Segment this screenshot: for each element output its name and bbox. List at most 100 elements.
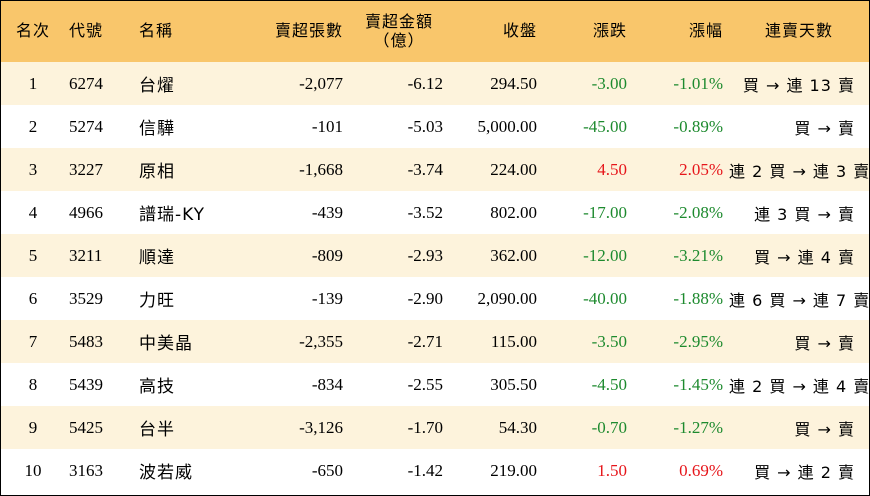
table-row[interactable]: 5 3211 順達 -809 -2.93 362.00 -12.00 -3.21% 買 → 連 … — [1, 234, 869, 277]
net-sell-amount-cell: -2.90 — [349, 277, 449, 320]
rank-cell: 5 — [1, 234, 65, 277]
stock-name-cell[interactable]: 台燿 — [129, 62, 239, 105]
net-sell-amount-cell: -3.52 — [349, 191, 449, 234]
table-row[interactable]: 2 5274 信驊 -101 -5.03 5,000.00 -45.00 -0.89% 買 → … — [1, 105, 869, 148]
change-cell: -12.00 — [543, 234, 633, 277]
net-sell-amount-cell: -2.93 — [349, 234, 449, 277]
header-name[interactable]: 名稱 — [129, 1, 239, 62]
streak-cell: 連 2 買 → 連 4 賣 — [729, 363, 869, 406]
stock-name-cell[interactable]: 中美晶 — [129, 320, 239, 363]
net-sell-volume-cell: -834 — [239, 363, 349, 406]
change-cell: -0.70 — [543, 406, 633, 449]
change-pct-cell: -3.21% — [633, 234, 729, 277]
net-sell-volume-cell: -2,355 — [239, 320, 349, 363]
stock-name-cell[interactable]: 原相 — [129, 148, 239, 191]
close-price-cell: 294.50 — [449, 62, 543, 105]
stock-code-cell: 3227 — [65, 148, 129, 191]
streak-cell: 連 6 買 → 連 7 賣 — [729, 277, 869, 320]
header-net-sell-amount-unit: （億） — [373, 30, 425, 50]
net-sell-volume-cell: -439 — [239, 191, 349, 234]
stock-code-cell: 5483 — [65, 320, 129, 363]
stock-code-cell: 3163 — [65, 449, 129, 492]
stock-code-cell: 3529 — [65, 277, 129, 320]
stock-name-cell[interactable]: 波若威 — [129, 449, 239, 492]
stock-code-cell: 5274 — [65, 105, 129, 148]
streak-cell: 買 → 賣 — [729, 105, 869, 148]
change-pct-cell: -1.01% — [633, 62, 729, 105]
stock-name-cell[interactable]: 順達 — [129, 234, 239, 277]
net-sell-amount-cell: -3.74 — [349, 148, 449, 191]
table-row[interactable]: 8 5439 高技 -834 -2.55 305.50 -4.50 -1.45% 連 2 買 →… — [1, 363, 869, 406]
stock-code-cell: 6274 — [65, 62, 129, 105]
table-row[interactable]: 9 5425 台半 -3,126 -1.70 54.30 -0.70 -1.27% 買 → 賣 — [1, 406, 869, 449]
rank-cell: 2 — [1, 105, 65, 148]
rank-cell: 1 — [1, 62, 65, 105]
close-price-cell: 305.50 — [449, 363, 543, 406]
rank-cell: 3 — [1, 148, 65, 191]
streak-cell: 買 → 連 13 賣 — [729, 62, 869, 105]
stock-code-cell: 4966 — [65, 191, 129, 234]
change-cell: -45.00 — [543, 105, 633, 148]
change-pct-cell: -2.95% — [633, 320, 729, 363]
header-net-sell-volume[interactable]: 賣超張數 — [239, 1, 349, 62]
rank-cell: 7 — [1, 320, 65, 363]
close-price-cell: 219.00 — [449, 449, 543, 492]
stock-name-cell[interactable]: 力旺 — [129, 277, 239, 320]
stock-code-cell: 3211 — [65, 234, 129, 277]
net-sell-amount-cell: -5.03 — [349, 105, 449, 148]
net-sell-volume-cell: -1,668 — [239, 148, 349, 191]
table-row[interactable]: 1 6274 台燿 -2,077 -6.12 294.50 -3.00 -1.01% 買 → 連… — [1, 62, 869, 105]
header-net-sell-amount[interactable]: 賣超金額 （億） — [349, 1, 449, 62]
stock-code-cell: 5439 — [65, 363, 129, 406]
stock-name-cell[interactable]: 高技 — [129, 363, 239, 406]
header-code[interactable]: 代號 — [65, 1, 129, 62]
header-rank[interactable]: 名次 — [1, 1, 65, 62]
table-row[interactable]: 6 3529 力旺 -139 -2.90 2,090.00 -40.00 -1.88% 連 6 … — [1, 277, 869, 320]
change-cell: -40.00 — [543, 277, 633, 320]
rank-cell: 6 — [1, 277, 65, 320]
streak-cell: 買 → 賣 — [729, 406, 869, 449]
net-sell-amount-cell: -1.70 — [349, 406, 449, 449]
stock-name-cell[interactable]: 台半 — [129, 406, 239, 449]
header-streak[interactable]: 連賣天數 — [729, 1, 869, 62]
change-pct-cell: -1.88% — [633, 277, 729, 320]
table-body: 1 6274 台燿 -2,077 -6.12 294.50 -3.00 -1.01% 買 → 連… — [1, 62, 869, 492]
net-sell-volume-cell: -2,077 — [239, 62, 349, 105]
stock-name-cell[interactable]: 信驊 — [129, 105, 239, 148]
net-sell-amount-cell: -1.42 — [349, 449, 449, 492]
close-price-cell: 362.00 — [449, 234, 543, 277]
table-header: 名次 代號 名稱 賣超張數 賣超金額 （億） 收盤 漲跌 漲幅 連賣天數 — [1, 1, 869, 62]
change-cell: -3.00 — [543, 62, 633, 105]
header-change[interactable]: 漲跌 — [543, 1, 633, 62]
rank-cell: 10 — [1, 449, 65, 492]
rank-cell: 9 — [1, 406, 65, 449]
close-price-cell: 54.30 — [449, 406, 543, 449]
streak-cell: 買 → 連 2 賣 — [729, 449, 869, 492]
net-sell-volume-cell: -101 — [239, 105, 349, 148]
close-price-cell: 5,000.00 — [449, 105, 543, 148]
header-row: 名次 代號 名稱 賣超張數 賣超金額 （億） 收盤 漲跌 漲幅 連賣天數 — [1, 1, 869, 62]
net-sell-volume-cell: -650 — [239, 449, 349, 492]
streak-cell: 連 2 買 → 連 3 賣 — [729, 148, 869, 191]
change-cell: -17.00 — [543, 191, 633, 234]
close-price-cell: 224.00 — [449, 148, 543, 191]
table-row[interactable]: 10 3163 波若威 -650 -1.42 219.00 1.50 0.69% 買 → 連 2… — [1, 449, 869, 492]
rank-cell: 4 — [1, 191, 65, 234]
streak-cell: 連 3 買 → 賣 — [729, 191, 869, 234]
streak-cell: 買 → 賣 — [729, 320, 869, 363]
header-close[interactable]: 收盤 — [449, 1, 543, 62]
table-row[interactable]: 4 4966 譜瑞-KY -439 -3.52 802.00 -17.00 -2.08% 連 3… — [1, 191, 869, 234]
header-change-pct[interactable]: 漲幅 — [633, 1, 729, 62]
change-cell: 1.50 — [543, 449, 633, 492]
change-cell: -3.50 — [543, 320, 633, 363]
close-price-cell: 802.00 — [449, 191, 543, 234]
net-sell-amount-cell: -2.55 — [349, 363, 449, 406]
table-row[interactable]: 7 5483 中美晶 -2,355 -2.71 115.00 -3.50 -2.95% 買 → … — [1, 320, 869, 363]
table-row[interactable]: 3 3227 原相 -1,668 -3.74 224.00 4.50 2.05% 連 2 買 →… — [1, 148, 869, 191]
close-price-cell: 2,090.00 — [449, 277, 543, 320]
stock-name-cell[interactable]: 譜瑞-KY — [129, 191, 239, 234]
change-pct-cell: -1.27% — [633, 406, 729, 449]
net-sell-volume-cell: -139 — [239, 277, 349, 320]
